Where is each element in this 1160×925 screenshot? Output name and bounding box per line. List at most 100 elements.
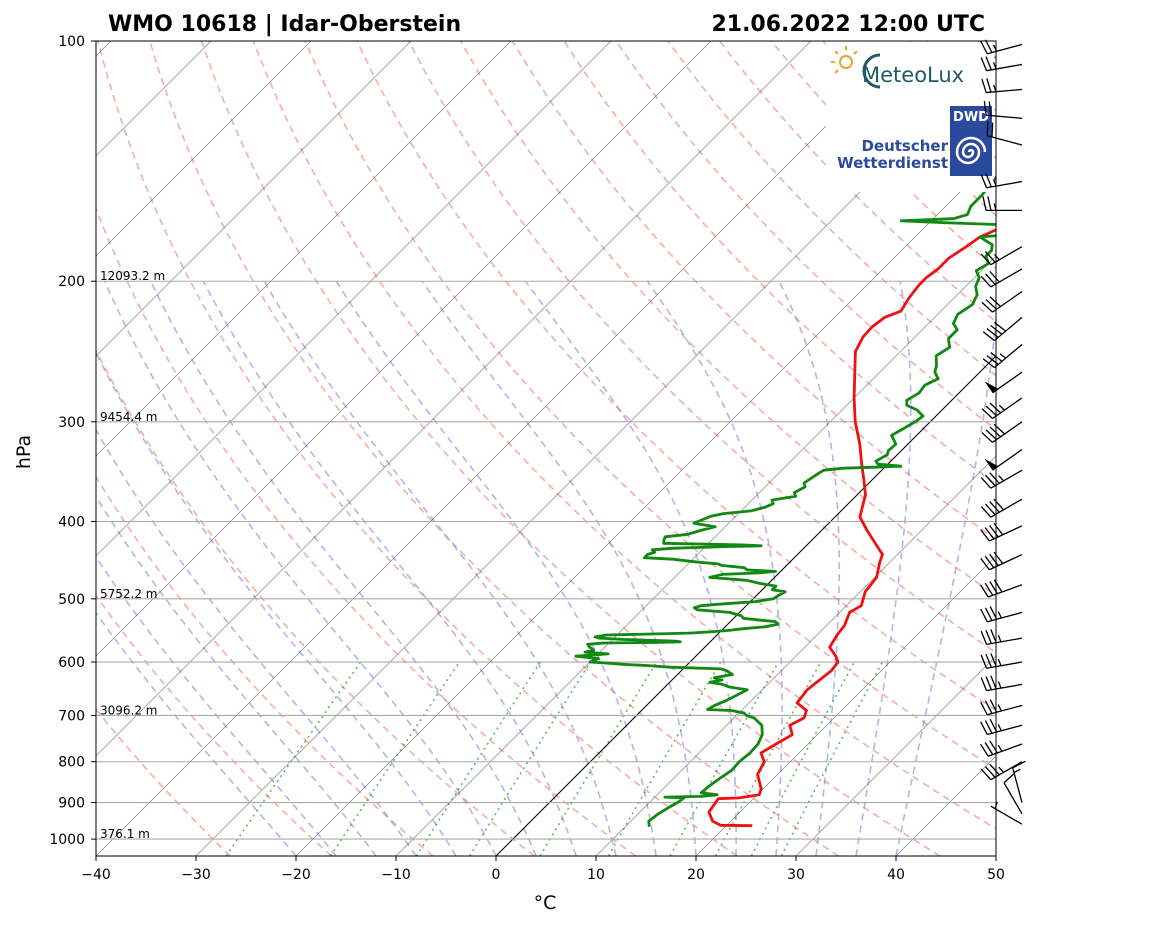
- wind-barb: [980, 740, 1023, 757]
- moist-adiabat: [421, 280, 697, 856]
- wind-barb: [980, 629, 1023, 646]
- wind-barb: [980, 675, 1023, 692]
- dry-adiabat: [96, 206, 637, 856]
- dry-adiabat: [407, 41, 996, 654]
- isotherm: [96, 41, 612, 557]
- dwd-box-label: DWD: [953, 110, 989, 125]
- dry-adiabat: [148, 41, 840, 856]
- moist-adiabat: [646, 280, 783, 856]
- profile-series: [574, 175, 996, 828]
- height-label: 5752.2 m: [100, 587, 158, 601]
- wind-barb: [981, 290, 1023, 313]
- x-tick-label: 20: [687, 867, 705, 883]
- y-tick-label: 600: [58, 655, 85, 671]
- isotherm: [96, 41, 912, 856]
- wind-barb: [980, 653, 1023, 669]
- mixing-ratio-line: [539, 661, 658, 856]
- y-tick-label: 400: [58, 514, 85, 530]
- moist-adiabat: [524, 280, 737, 856]
- chart-title-station: WMO 10618 | Idar-Oberstein: [108, 12, 461, 37]
- height-label: 3096.2 m: [100, 703, 158, 717]
- wind-barb: [986, 121, 1023, 146]
- dry-adiabat: [1082, 41, 1160, 856]
- isotherm: [595, 455, 996, 856]
- x-tick-label: 10: [587, 867, 605, 883]
- wind-barb: [984, 448, 1023, 471]
- moist-adiabat: [96, 555, 337, 856]
- wind-barb: [980, 579, 1023, 598]
- wind-barb: [980, 39, 1023, 55]
- mixing-ratio-line: [225, 661, 362, 856]
- x-tick-label: −30: [181, 867, 211, 883]
- height-label: 12093.2 m: [100, 269, 165, 283]
- wind-barb: [980, 718, 1023, 736]
- isotherm: [0, 41, 11, 856]
- dry-adiabat: [96, 348, 535, 856]
- dry-adiabat: [97, 41, 738, 856]
- chart-title-datetime: 21.06.2022 12:00 UTC: [711, 12, 985, 37]
- dwd-line2: Wetterdienst: [837, 154, 948, 172]
- y-tick-label: 900: [58, 796, 85, 812]
- isotherm: [695, 555, 996, 856]
- y-tick-label: 300: [58, 415, 85, 431]
- wind-barb: [980, 551, 1023, 571]
- mixing-ratio-line: [415, 661, 542, 856]
- height-label: 9454.4 m: [100, 410, 158, 424]
- temperature-line: [707, 228, 996, 828]
- dry-adiabat: [615, 41, 996, 431]
- dry-adiabat: [459, 41, 996, 597]
- wind-barb: [980, 469, 1023, 489]
- dry-adiabat: [304, 41, 996, 770]
- isotherm: [795, 655, 996, 856]
- y-tick-label: 700: [58, 708, 85, 724]
- wind-barb: [981, 421, 1023, 443]
- isotherm: [96, 41, 512, 457]
- wind-barb: [982, 343, 1023, 369]
- sun-icon: [831, 46, 858, 74]
- meteolux-wordmark: MeteoLux: [862, 63, 964, 87]
- isotherm: [96, 41, 812, 757]
- dwd-logo: DWD Deutscher Wetterdienst: [837, 106, 992, 176]
- dry-adiabat: [563, 41, 996, 486]
- mixing-ratio-line: [329, 661, 461, 856]
- mixing-ratio-line: [469, 661, 592, 856]
- dewpoint-line: [574, 175, 996, 827]
- isotherm: [96, 41, 312, 257]
- mixing-ratio-line: [669, 661, 780, 856]
- x-tick-label: 40: [887, 867, 905, 883]
- wind-barb: [982, 316, 1023, 342]
- wind-barb: [984, 371, 1023, 394]
- wind-barb: [982, 196, 1022, 211]
- wind-barb: [980, 522, 1023, 542]
- wind-barb: [981, 397, 1023, 420]
- wind-barb: [980, 246, 1023, 266]
- wind-barb: [1012, 760, 1026, 803]
- moist-adiabat: [855, 281, 912, 856]
- wind-barb: [980, 173, 1023, 189]
- dry-adiabat: [1134, 41, 1160, 856]
- x-tick-label: −40: [81, 867, 111, 883]
- isotherm: [995, 855, 996, 856]
- wind-barbs: [980, 39, 1026, 825]
- y-tick-label: 1000: [49, 832, 85, 848]
- wind-barb: [990, 801, 1023, 825]
- moist-adiabat: [335, 280, 657, 856]
- moist-adiabat: [103, 280, 497, 856]
- dwd-line1: Deutscher: [861, 137, 948, 155]
- wind-barb: [983, 100, 1023, 119]
- moist-adiabat: [778, 280, 841, 856]
- moist-adiabat: [202, 280, 577, 856]
- dry-adiabat: [1030, 41, 1160, 856]
- dry-adiabat: [977, 41, 996, 60]
- y-tick-label: 200: [58, 274, 85, 290]
- plot-frame: [95, 40, 997, 857]
- wind-barb: [980, 498, 1023, 518]
- dry-adiabat: [356, 41, 996, 712]
- isotherm: [96, 41, 412, 357]
- x-tick-label: 50: [987, 867, 1005, 883]
- moist-adiabat: [96, 611, 297, 856]
- zero-isotherm: [495, 355, 996, 856]
- isotherm: [395, 255, 996, 856]
- isotherm: [96, 41, 712, 657]
